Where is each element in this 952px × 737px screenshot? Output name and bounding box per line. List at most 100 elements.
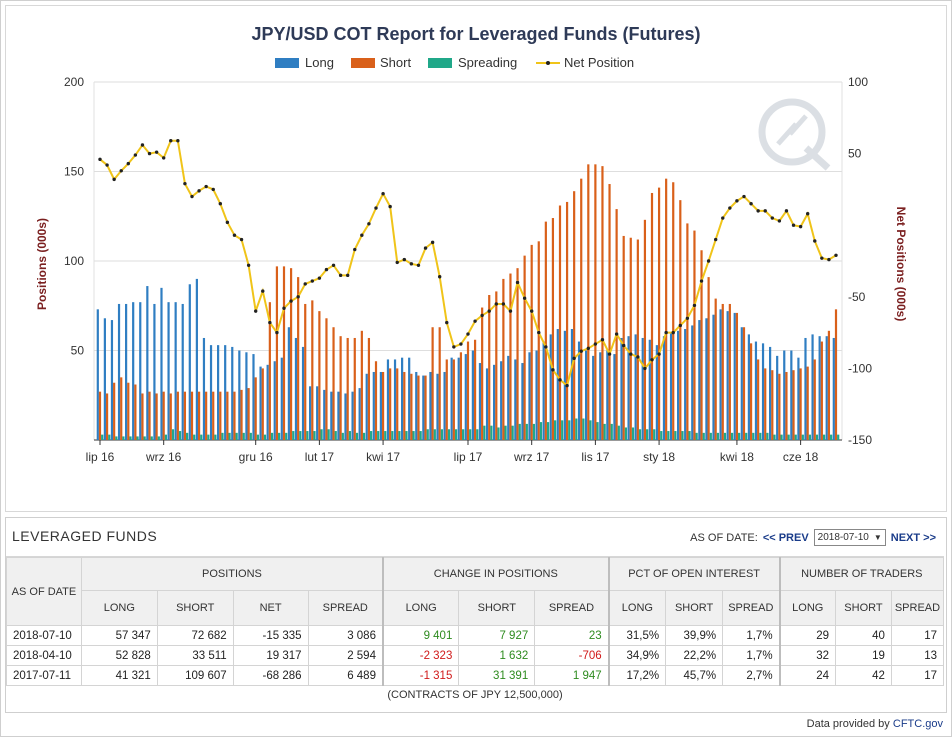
bar-short[interactable] [162, 391, 165, 440]
bar-long[interactable] [577, 341, 581, 440]
net-position-point[interactable] [211, 187, 215, 192]
bar-long[interactable] [726, 311, 729, 440]
bar-short[interactable] [205, 391, 208, 440]
net-position-point[interactable] [501, 302, 506, 306]
bar-spreading[interactable] [370, 431, 373, 440]
bar-long[interactable] [245, 352, 248, 440]
bar-short[interactable] [346, 337, 349, 440]
bar-long[interactable] [500, 361, 503, 440]
net-position-point[interactable] [699, 279, 704, 283]
net-position-point[interactable] [685, 316, 690, 320]
net-position-point[interactable] [508, 309, 513, 313]
net-position-point[interactable] [473, 319, 477, 323]
net-position-point[interactable] [261, 289, 265, 293]
bar-long[interactable] [337, 391, 340, 440]
bar-short[interactable] [212, 391, 215, 440]
bar-long[interactable] [344, 393, 347, 440]
bar-spreading[interactable] [200, 434, 203, 440]
bar-short[interactable] [594, 164, 597, 440]
net-position-point[interactable] [671, 330, 675, 335]
bar-long[interactable] [556, 329, 559, 440]
legend-label-spreading[interactable]: Spreading [458, 55, 517, 70]
bar-short[interactable] [396, 368, 399, 440]
bar-spreading[interactable] [249, 432, 252, 440]
bar-spreading[interactable] [504, 425, 507, 440]
bar-long[interactable] [570, 329, 574, 440]
bar-short[interactable] [735, 312, 739, 440]
bar-short[interactable] [445, 359, 448, 440]
bar-short[interactable] [629, 237, 632, 440]
bar-spreading[interactable] [299, 431, 302, 440]
bar-spreading[interactable] [150, 436, 153, 440]
bar-short[interactable] [332, 327, 335, 440]
bar-short[interactable] [389, 368, 392, 440]
bar-short[interactable] [544, 221, 547, 440]
bar-long[interactable] [740, 327, 743, 440]
bar-short[interactable] [714, 298, 717, 440]
bar-long[interactable] [776, 355, 779, 440]
net-position-point[interactable] [423, 246, 428, 250]
net-position-point[interactable] [459, 342, 463, 346]
bar-spreading[interactable] [292, 431, 295, 440]
bar-long[interactable] [181, 303, 184, 440]
bar-short[interactable] [565, 201, 569, 440]
bar-short[interactable] [827, 330, 831, 440]
bar-long[interactable] [309, 386, 312, 440]
net-position-point[interactable] [303, 282, 307, 286]
bar-spreading[interactable] [589, 420, 592, 440]
net-position-point[interactable] [515, 280, 520, 285]
bar-long[interactable] [259, 366, 262, 440]
bar-long[interactable] [422, 375, 425, 440]
bar-short[interactable] [381, 371, 385, 440]
net-position-point[interactable] [784, 209, 789, 213]
bar-short[interactable] [806, 366, 809, 440]
net-position-point[interactable] [197, 189, 201, 193]
bar-spreading[interactable] [384, 431, 387, 440]
bar-short[interactable] [304, 303, 307, 440]
bar-short[interactable] [551, 218, 555, 440]
bar-long[interactable] [790, 350, 793, 441]
date-select[interactable]: 2018-07-10 ▼ [813, 529, 886, 546]
net-position-point[interactable] [317, 276, 322, 280]
bar-spreading[interactable] [143, 436, 146, 440]
bar-long[interactable] [535, 350, 538, 441]
net-position-point[interactable] [593, 342, 598, 346]
bar-long[interactable] [528, 352, 531, 440]
bar-short[interactable] [580, 178, 583, 440]
bar-short[interactable] [813, 359, 816, 440]
bar-spreading[interactable] [391, 431, 394, 440]
bar-short[interactable] [417, 375, 420, 440]
net-position-point[interactable] [445, 320, 449, 325]
net-position-point[interactable] [756, 209, 760, 213]
net-position-point[interactable] [395, 260, 399, 265]
bar-short[interactable] [452, 359, 455, 440]
bar-short[interactable] [466, 341, 470, 440]
net-position-point[interactable] [119, 169, 123, 173]
bar-spreading[interactable] [815, 434, 819, 440]
bar-long[interactable] [832, 337, 835, 440]
bar-long[interactable] [174, 302, 177, 440]
bar-short[interactable] [226, 391, 229, 440]
net-position-point[interactable] [742, 194, 746, 199]
bar-spreading[interactable] [355, 432, 359, 440]
bar-short[interactable] [587, 164, 590, 440]
bar-long[interactable] [691, 325, 694, 440]
net-position-point[interactable] [232, 233, 237, 237]
bar-long[interactable] [677, 330, 680, 440]
bar-long[interactable] [252, 354, 255, 440]
bar-long[interactable] [294, 337, 298, 440]
net-position-point[interactable] [529, 309, 534, 313]
bar-long[interactable] [542, 341, 545, 440]
bar-short[interactable] [403, 371, 406, 440]
bar-long[interactable] [316, 386, 319, 440]
bar-long[interactable] [648, 339, 651, 440]
bar-short[interactable] [700, 250, 703, 440]
net-position-point[interactable] [133, 153, 138, 157]
bar-spreading[interactable] [546, 422, 550, 440]
bar-spreading[interactable] [603, 423, 606, 440]
bar-short[interactable] [148, 391, 151, 440]
bar-spreading[interactable] [157, 436, 160, 440]
bar-spreading[interactable] [362, 432, 366, 440]
bar-long[interactable] [457, 357, 460, 440]
net-position-point[interactable] [98, 157, 102, 162]
